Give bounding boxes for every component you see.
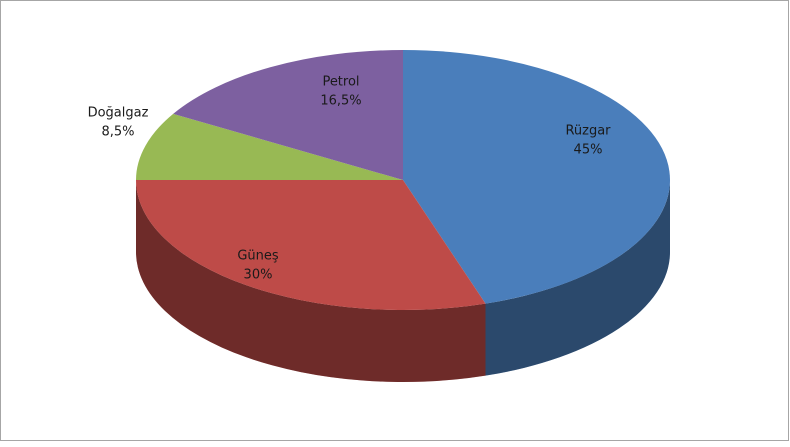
slice-label: Güneş bbox=[237, 249, 279, 264]
slice-label: Rüzgar bbox=[565, 124, 611, 139]
slice-value-label: 30% bbox=[244, 268, 273, 283]
slice-label: Doğalgaz bbox=[88, 106, 149, 121]
slice-value-label: 16,5% bbox=[320, 94, 361, 109]
slice-label: Petrol bbox=[322, 75, 359, 90]
slice bbox=[135, 180, 486, 311]
slice bbox=[136, 113, 403, 180]
slice bbox=[173, 50, 403, 180]
slice-side-shade bbox=[135, 180, 486, 383]
slice-side bbox=[135, 180, 486, 383]
slice-value-label: 8,5% bbox=[101, 125, 134, 140]
slice bbox=[403, 50, 670, 304]
slice-side-shade bbox=[485, 180, 670, 376]
slice-value-label: 45% bbox=[574, 143, 603, 158]
slice-side bbox=[485, 180, 670, 376]
